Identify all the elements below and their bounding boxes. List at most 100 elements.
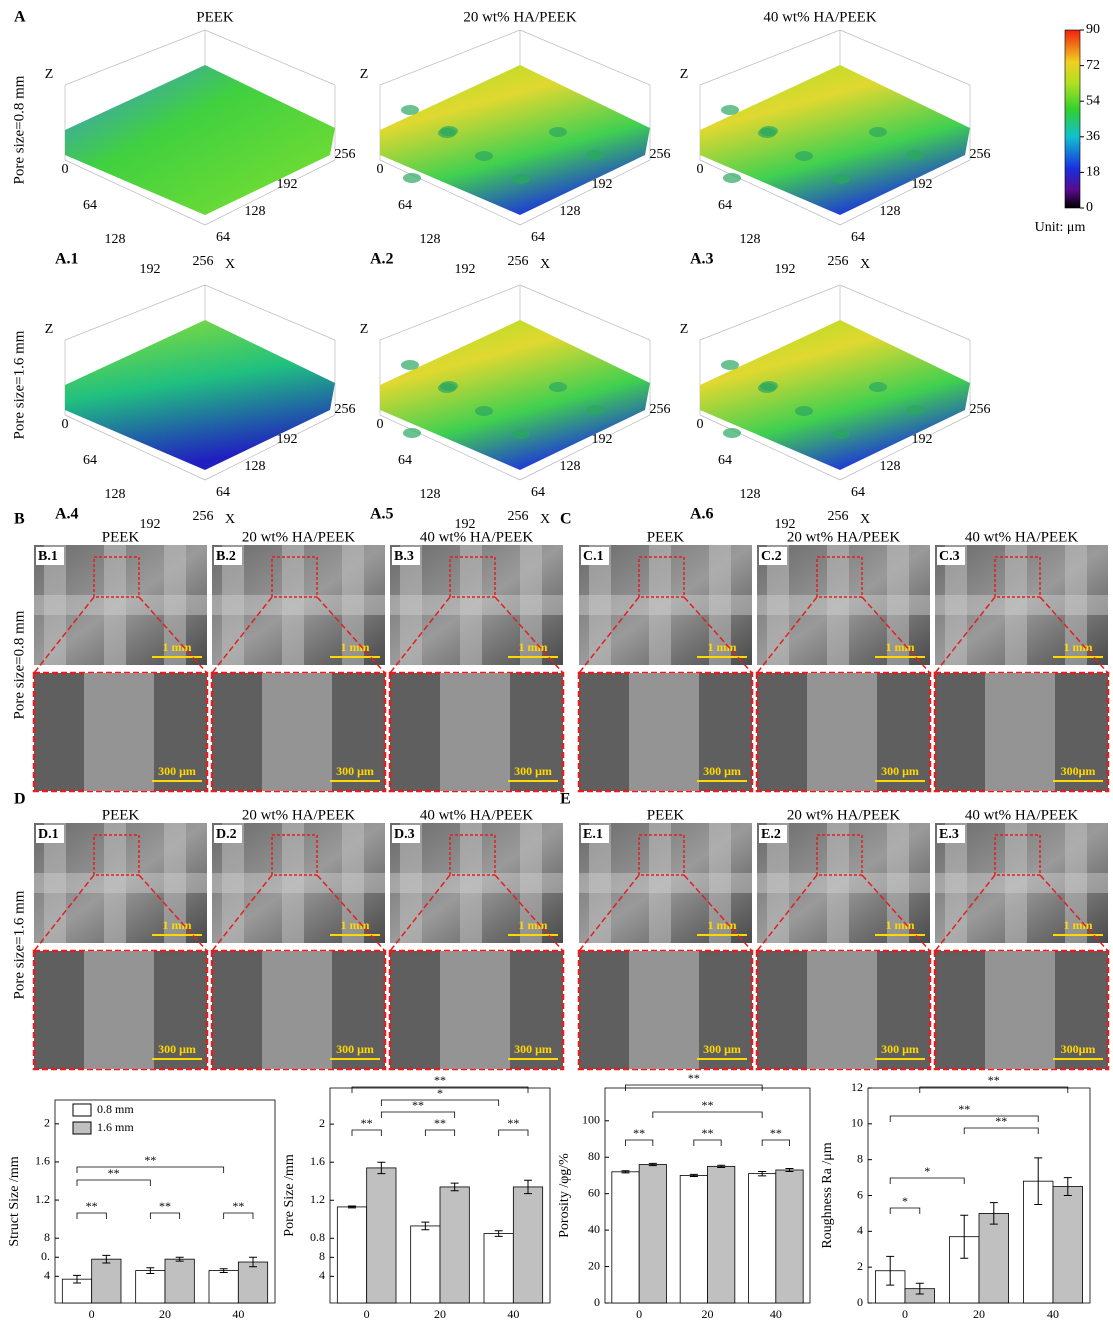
axis-tick-label: 0 — [697, 417, 704, 432]
legend-label: 1.6 mm — [97, 1120, 134, 1134]
colorbar-tick-label: 18 — [1086, 165, 1100, 180]
x-tick-label: 20 — [434, 1307, 446, 1320]
column-title: 20 wt% HA/PEEK — [242, 807, 355, 823]
scale-bar-label: 300 μm — [514, 764, 552, 778]
axis-tick-label: X — [225, 512, 235, 527]
surface-pit — [475, 406, 493, 416]
axis-tick-label: 64 — [851, 230, 865, 245]
column-title: PEEK — [102, 529, 140, 545]
surface-pit — [832, 429, 850, 439]
column-title: PEEK — [196, 9, 234, 25]
y-tick-label: 4 — [44, 1268, 50, 1282]
sem-strut — [757, 595, 930, 615]
row-label: Pore size=1.6 mm — [11, 890, 27, 999]
significance-label: ** — [958, 1102, 970, 1116]
bar — [440, 1187, 469, 1303]
significance-label: ** — [434, 1116, 446, 1130]
significance-label: * — [902, 1194, 908, 1208]
significance-label: ** — [995, 1114, 1007, 1128]
axis-tick-label: 256 — [335, 147, 356, 162]
y-axis-title: Struct Size /mm — [7, 1156, 22, 1246]
zoom-strut — [84, 673, 154, 791]
surface-pit — [760, 381, 778, 391]
surface-pit — [403, 428, 421, 438]
axis-tick-label: 192 — [140, 262, 161, 277]
scale-bar-label: 300μm — [1061, 764, 1096, 778]
sem-strut — [34, 595, 207, 615]
panel-letter: C — [560, 511, 572, 528]
axis-tick-label: 192 — [455, 262, 476, 277]
axis-tick-label: 128 — [740, 232, 761, 247]
axis-tick-label: 128 — [880, 459, 901, 474]
axis-tick-label: 256 — [193, 254, 214, 269]
y-tick-label: 0. — [41, 1249, 50, 1263]
surface-pit — [440, 126, 458, 136]
y-tick-label: 0 — [594, 1295, 600, 1309]
zoom-strut — [629, 951, 699, 1069]
y-tick-label: 100 — [582, 1113, 600, 1127]
significance-label: ** — [86, 1199, 98, 1213]
column-title: PEEK — [102, 807, 140, 823]
colorbar-tick-label: 90 — [1086, 22, 1100, 37]
axis-tick-label: 256 — [650, 147, 671, 162]
axis-tick-label: Z — [45, 67, 54, 82]
significance-label: ** — [702, 1098, 714, 1112]
axis-tick-label: 0 — [697, 162, 704, 177]
column-title: 20 wt% HA/PEEK — [463, 9, 576, 25]
y-axis-title: Roughness Ra /μm — [820, 1142, 835, 1248]
axis-tick-label: 64 — [398, 198, 412, 213]
significance-label: ** — [361, 1116, 373, 1130]
axis-tick-label: X — [225, 257, 235, 272]
colorbar-tick-label: 72 — [1086, 58, 1100, 73]
significance-bracket — [626, 1140, 653, 1146]
axis-tick-label: 256 — [508, 509, 529, 524]
axis-tick-label: 128 — [560, 459, 581, 474]
axis-tick-label: Z — [680, 67, 689, 82]
axis-tick-label: 192 — [277, 432, 298, 447]
axis-tick-label: 64 — [718, 453, 732, 468]
axis-tick-label: Z — [360, 322, 369, 337]
surface-pit — [760, 126, 778, 136]
significance-bracket — [150, 1213, 179, 1219]
surface-pit — [401, 105, 419, 115]
axis-tick-label: Z — [360, 67, 369, 82]
scale-bar-label: 300μm — [1061, 1042, 1096, 1056]
sem-strut — [757, 873, 930, 893]
surface-pit — [869, 127, 887, 137]
axis-tick-label: 192 — [775, 262, 796, 277]
y-tick-label: 12 — [851, 1080, 863, 1094]
surface — [700, 65, 970, 215]
legend-label: 0.8 mm — [97, 1102, 134, 1116]
colorbar — [1065, 30, 1080, 208]
significance-bracket — [499, 1130, 528, 1136]
axis-tick-label: 64 — [718, 198, 732, 213]
y-tick-label: 1.2 — [310, 1192, 325, 1206]
axis-tick-label: 64 — [83, 198, 97, 213]
significance-bracket — [890, 1178, 964, 1184]
column-title: 20 wt% HA/PEEK — [787, 529, 900, 545]
column-title: 40 wt% HA/PEEK — [420, 807, 533, 823]
axis-tick-label: 128 — [560, 204, 581, 219]
subpanel-label: A.5 — [370, 506, 394, 523]
colorbar-tick-label: 36 — [1086, 129, 1100, 144]
bar — [979, 1213, 1009, 1303]
axis-tick-label: 256 — [828, 509, 849, 524]
scale-bar-label: 300 μm — [703, 764, 741, 778]
scale-bar-label: 300 μm — [703, 1042, 741, 1056]
surface — [700, 320, 970, 470]
significance-bracket — [890, 1208, 920, 1214]
y-tick-label: 10 — [851, 1116, 863, 1130]
subpanel-label: C.1 — [583, 549, 604, 564]
bar — [513, 1187, 542, 1303]
significance-label: ** — [770, 1126, 782, 1140]
bar — [411, 1226, 440, 1303]
y-tick-label: 80 — [588, 1149, 600, 1163]
x-tick-label: 40 — [770, 1307, 782, 1320]
y-tick-label: 6 — [857, 1187, 863, 1201]
surface — [380, 65, 650, 215]
significance-bracket — [425, 1130, 454, 1136]
zoom-strut — [440, 673, 510, 791]
sem-strut — [390, 873, 563, 893]
surface-pit — [906, 405, 924, 415]
row-label: Pore size=0.8 mm — [11, 75, 27, 184]
